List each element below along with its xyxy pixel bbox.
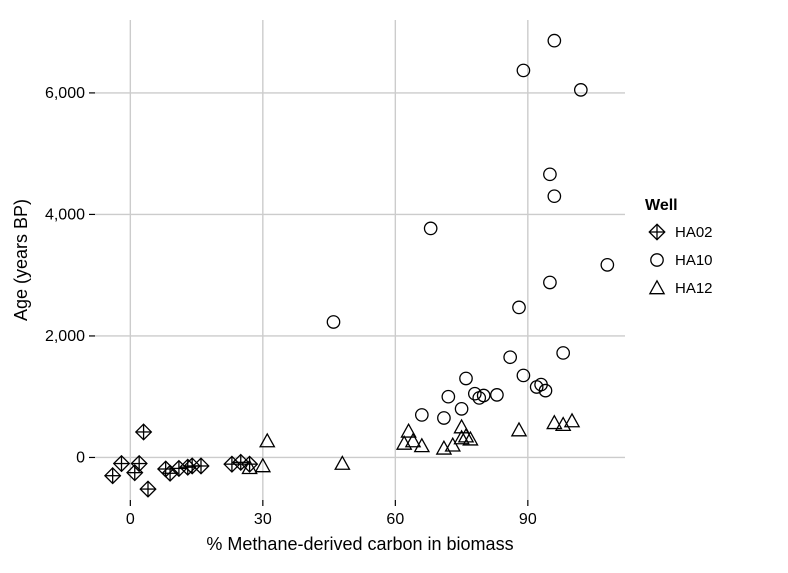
legend-item: HA02 [645,220,713,244]
scatter-chart: 0 30 60 90 0 2,000 4,000 6,000 % Methane-derived… [0,0,788,573]
legend-title: Well [645,197,678,214]
y-tick-label: 0 [76,449,85,466]
x-axis-label: % Methane-derived carbon in biomass [206,534,513,554]
y-tick-label: 4,000 [45,206,85,223]
legend-key-bg [645,248,669,272]
legend-item: HA12 [645,276,713,300]
legend-label: HA12 [675,280,713,297]
chart-svg: 0 30 60 90 0 2,000 4,000 6,000 % Methane-derived… [0,0,788,573]
legend: Well HA02 HA10 HA12 [645,197,713,300]
x-tick-label: 60 [386,511,404,528]
x-tick-label: 0 [126,511,135,528]
x-tick-label: 30 [254,511,272,528]
plot-panel [95,20,625,500]
legend-label: HA10 [675,252,713,269]
y-axis-label: Age (years BP) [11,199,31,321]
y-tick-label: 2,000 [45,328,85,345]
y-tick-label: 6,000 [45,85,85,102]
legend-label: HA02 [675,224,713,241]
x-tick-label: 90 [519,511,537,528]
legend-item: HA10 [645,248,713,272]
